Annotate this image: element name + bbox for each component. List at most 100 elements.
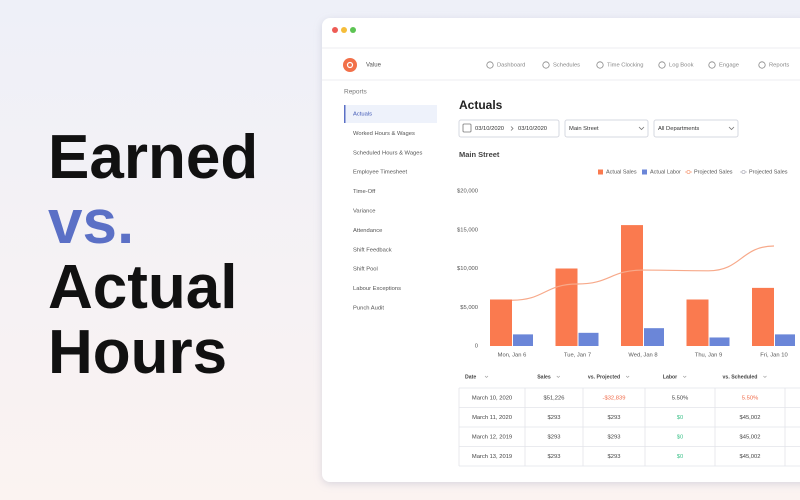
department-select[interactable] xyxy=(653,119,739,138)
bar xyxy=(578,332,599,346)
chevron xyxy=(728,126,735,131)
window-close[interactable] xyxy=(332,27,338,33)
table-cell: March 10, 2020 xyxy=(472,396,512,402)
y-tick-label: $5,000 xyxy=(460,305,478,311)
chart: 0 $5,000 $10,000 $15,000 $20,000 Mon, Jan 6 Tu… xyxy=(457,169,795,359)
nav-item[interactable]: Reports xyxy=(769,63,789,69)
sidebar-item[interactable]: Attendance xyxy=(353,228,382,234)
table-cell: $293 xyxy=(548,454,561,460)
line xyxy=(511,245,775,301)
range-arrow xyxy=(510,126,514,131)
date-to: 03/10/2020 xyxy=(518,126,547,132)
x-tick-label: Tue, Jan 7 xyxy=(564,353,591,359)
date-from: 03/10/2020 xyxy=(475,126,504,132)
bar xyxy=(775,334,795,346)
sidebar-item[interactable]: Shift Pool xyxy=(353,267,378,273)
legend-label: Actual Labor xyxy=(650,169,681,175)
y-tick-label: $20,000 xyxy=(457,189,478,195)
headline: vs. xyxy=(48,188,134,257)
sort-icon xyxy=(556,375,560,378)
bar xyxy=(490,299,512,346)
sort-icon xyxy=(763,375,767,378)
legend-swatch xyxy=(642,169,647,175)
table-header[interactable]: vs. Projected xyxy=(588,374,620,380)
department: All Departments xyxy=(658,126,699,132)
location: Main Street xyxy=(569,126,599,132)
x-tick-label: Thu, Jan 9 xyxy=(695,353,722,359)
window-maximize[interactable] xyxy=(350,27,356,33)
date-filter[interactable] xyxy=(458,119,560,138)
window-minimize[interactable] xyxy=(341,27,347,33)
bar xyxy=(621,225,643,346)
nav-icon xyxy=(658,61,666,69)
legend-swatch xyxy=(598,169,603,175)
table-cell: March 13, 2019 xyxy=(472,454,512,460)
location-select[interactable] xyxy=(564,119,649,138)
headline: Earned xyxy=(48,123,258,192)
nav-icon xyxy=(758,61,766,69)
table-header[interactable]: Date xyxy=(465,374,476,380)
calendar-icon xyxy=(462,123,472,133)
table-cell: -$32,839 xyxy=(603,396,626,402)
table-cell: March 11, 2020 xyxy=(472,415,512,421)
headline: Hours xyxy=(48,318,227,387)
nav-icon xyxy=(596,61,604,69)
table-cell: 5.50% xyxy=(742,396,758,402)
nav-item[interactable]: Schedules xyxy=(553,63,580,69)
sort-icon xyxy=(484,375,489,378)
table-cell: March 12, 2019 xyxy=(472,435,512,441)
table-cell: $45,002 xyxy=(740,454,761,460)
sidebar-item[interactable]: Actuals xyxy=(353,112,372,118)
table-header[interactable]: Sales xyxy=(537,374,551,380)
sidebar-item[interactable]: Employee Timesheet xyxy=(353,170,408,176)
table-cell: $51,226 xyxy=(544,396,565,402)
brand[interactable]: Value xyxy=(366,63,382,69)
nav-icon xyxy=(486,61,494,69)
y-tick-label: $10,000 xyxy=(457,266,478,272)
legend-label: Projected Sales xyxy=(694,169,733,175)
chevron xyxy=(638,126,645,131)
table-cell: $0 xyxy=(677,415,683,421)
sidebar-item[interactable]: Worked Hours & Wages xyxy=(353,131,415,137)
table-cell: $293 xyxy=(608,415,621,421)
legend-swatch xyxy=(686,169,691,174)
table-cell: 5.50% xyxy=(672,396,688,402)
nav-item[interactable]: Engage xyxy=(719,63,739,69)
x-tick-label: Wed, Jan 8 xyxy=(628,353,657,359)
sidebar-item[interactable]: Shift Feedback xyxy=(353,247,392,253)
bar xyxy=(555,268,578,346)
chart-title: Main Street xyxy=(459,150,500,159)
logo-mark xyxy=(346,61,354,69)
table-header[interactable]: vs. Scheduled xyxy=(723,374,758,380)
nav-item[interactable]: Log Book xyxy=(669,63,694,69)
legend-label: Actual Sales xyxy=(606,169,637,175)
ui: Dashboard Schedules Time Clocking Log Book E… xyxy=(344,61,800,467)
table-cell: $0 xyxy=(677,454,683,460)
table-header[interactable]: Labor xyxy=(663,374,677,380)
nav-icon xyxy=(542,61,550,69)
sort-icon xyxy=(682,375,687,378)
app-window xyxy=(322,18,800,482)
nav-icon xyxy=(708,61,716,69)
legend-swatch xyxy=(741,169,746,174)
sidebar-active-bar xyxy=(344,105,346,123)
sort-icon xyxy=(625,375,630,378)
logo[interactable] xyxy=(343,58,357,72)
sidebar-item[interactable]: Variance xyxy=(353,209,375,215)
sidebar-item[interactable]: Punch Audit xyxy=(353,306,384,312)
sidebar-item[interactable]: Labour Exceptions xyxy=(353,286,401,292)
page-title: Actuals xyxy=(459,98,503,112)
table-cell: $293 xyxy=(548,435,561,441)
legend-label: Projected Sales xyxy=(749,169,788,175)
sidebar-item[interactable]: Scheduled Hours & Wages xyxy=(353,150,422,156)
table-cell: $0 xyxy=(677,435,683,441)
nav-item[interactable]: Time Clocking xyxy=(607,63,644,69)
bar xyxy=(644,328,664,346)
sidebar-title: Reports xyxy=(344,89,368,96)
sidebar-item[interactable]: Time-Off xyxy=(353,189,376,195)
table-cell: $45,002 xyxy=(740,415,761,421)
bar xyxy=(686,299,709,346)
y-tick-label: $15,000 xyxy=(457,227,478,233)
nav-item[interactable]: Dashboard xyxy=(497,63,525,69)
